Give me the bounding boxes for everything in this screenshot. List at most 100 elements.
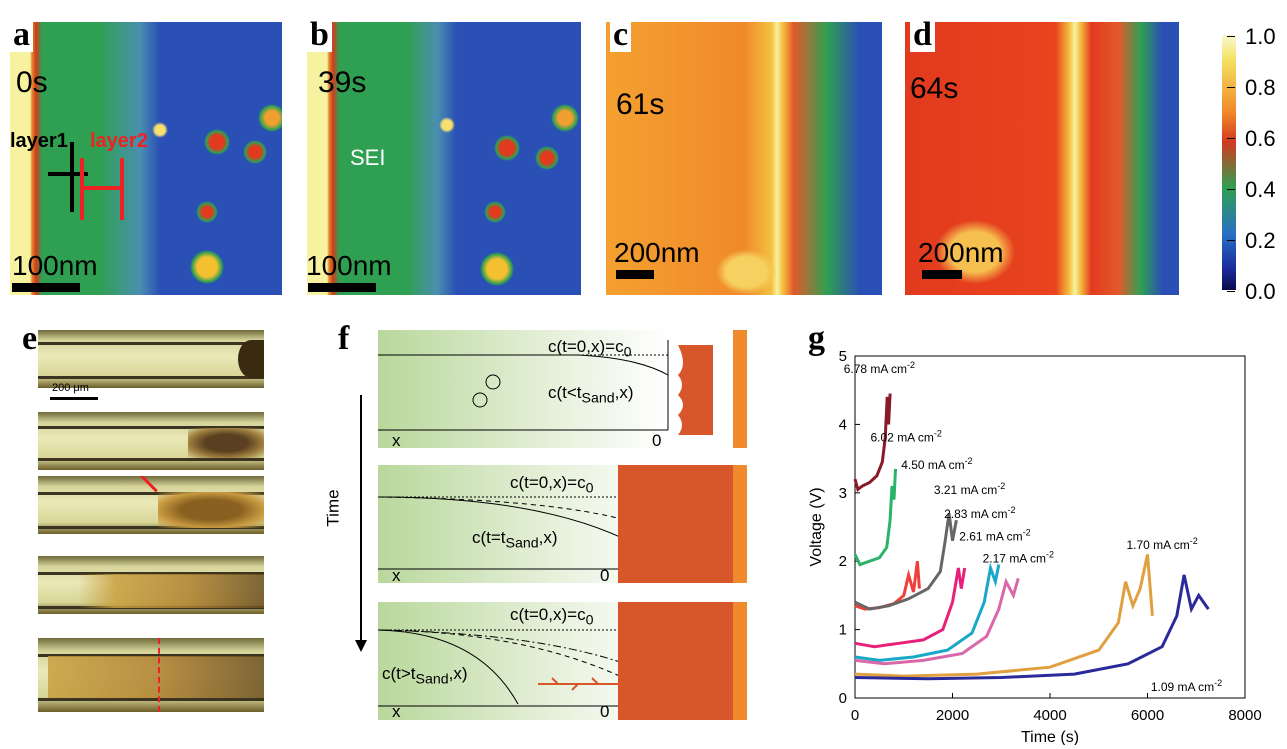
panel-c-scalebar [616, 270, 654, 279]
series-label-sup: -2 [1007, 505, 1015, 515]
micro-frame-5 [38, 638, 264, 712]
capillary-wall [38, 376, 264, 379]
series-label-5: 2.61 mA cm-2 [959, 528, 1030, 544]
lithium-deposit [78, 574, 264, 608]
dendrite-tip [538, 677, 618, 691]
panel-label-f: f [338, 320, 350, 357]
micro-frame-3 [38, 476, 264, 534]
colorbar-tick-0-8: 0.8 [1227, 75, 1276, 100]
y-tick-label: 1 [839, 622, 847, 639]
concentration-curve [378, 629, 519, 705]
series-label-sup: -2 [1046, 550, 1054, 560]
series-line-5 [854, 562, 1001, 662]
layer2-marker-vert-a [80, 158, 84, 220]
series-label-8: 1.09 mA cm-2 [1151, 678, 1222, 694]
capillary-wall [38, 572, 264, 575]
schematic-stage-3 [378, 602, 747, 720]
lithium-deposit [188, 428, 264, 458]
sei-label: SEI [350, 145, 386, 170]
f2-zero-label: 0 [600, 566, 610, 585]
panel-label-g: g [808, 320, 825, 357]
f3-x-label: x [392, 702, 401, 721]
micro-frame-1 [38, 330, 264, 388]
time-axis-label: Time [323, 489, 343, 527]
x-tick-label: 4000 [1033, 707, 1066, 724]
series-line-8 [854, 574, 1210, 681]
f1-c0-label: c(t=0,x)=c0 [548, 337, 632, 361]
y-tick-label: 0 [839, 690, 847, 707]
panel-c-map [606, 22, 882, 295]
colorbar-tick-0-4: 0.4 [1227, 177, 1276, 202]
series-label-sup: -2 [1190, 536, 1198, 546]
panel-label-c: c [610, 18, 632, 52]
cation-icon [485, 374, 501, 390]
colorbar-tick-0-2: 0.2 [1227, 228, 1276, 253]
y-axis-label: Voltage (V) [808, 487, 825, 566]
panel-d-time: 64s [910, 72, 959, 105]
series-line-2 [854, 561, 921, 611]
series-label-0: 6.78 mA cm-2 [844, 360, 915, 376]
y-tick-label: 4 [839, 416, 847, 433]
micro-frame-2 [38, 412, 264, 470]
series-line-3 [854, 513, 958, 611]
layer2-marker [82, 186, 122, 190]
f1-zero-label: 0 [652, 431, 662, 450]
panel-d-scalebar [922, 270, 962, 279]
panel-b-scalebar [308, 283, 376, 292]
panel-c-scale-label: 200nm [614, 237, 700, 268]
series-label-sup: -2 [907, 360, 915, 370]
micro-frame-4 [38, 556, 264, 614]
capillary-wall [38, 698, 264, 701]
panel-a-scalebar [12, 283, 80, 292]
panel-d-map [905, 22, 1179, 295]
f2-c0-label: c(t=0,x)=c0 [510, 473, 594, 497]
panel-d-scale-label: 200nm [918, 237, 1004, 268]
y-tick-label: 3 [839, 485, 847, 502]
panel-a-time: 0s [16, 66, 48, 99]
f3-c0-label: c(t=0,x)=c0 [510, 605, 594, 629]
series-label-7: 1.70 mA cm-2 [1126, 536, 1197, 552]
panel-b-time: 39s [318, 66, 367, 99]
layer2-marker-vert-b [120, 158, 124, 220]
x-tick-label: 6000 [1131, 707, 1164, 724]
series-label-sup: -2 [997, 481, 1005, 491]
y-tick-label: 2 [839, 553, 847, 570]
colorbar-tick-0-6: 0.6 [1227, 126, 1276, 151]
f2-curve-label: c(t=tSand,x) [472, 528, 558, 552]
series-label-sup: -2 [1214, 678, 1222, 688]
f1-curve-label: c(t<tSand,x) [548, 383, 634, 407]
electrolyte-region [378, 330, 668, 448]
panel-label-e: e [22, 320, 38, 357]
series-line-1 [853, 468, 897, 567]
panel-c-time: 61s [616, 88, 665, 121]
lithium-foil [733, 465, 747, 583]
series-line-0 [853, 393, 892, 492]
series-label-4: 2.83 mA cm-2 [944, 505, 1015, 521]
lithium-foil [733, 602, 747, 720]
series-line-7 [854, 554, 1154, 678]
series-label-3: 3.21 mA cm-2 [934, 481, 1005, 497]
series-line-6 [854, 577, 1020, 666]
panel-b-scale-label: 100nm [306, 250, 392, 281]
red-arrow-icon [140, 476, 158, 493]
series-label-6: 2.17 mA cm-2 [983, 550, 1054, 566]
layer2-label: layer2 [90, 130, 148, 152]
layer1-label: layer1 [10, 130, 68, 152]
x-tick-label: 8000 [1228, 707, 1261, 724]
capillary-wall [38, 458, 264, 461]
series-label-1: 6.02 mA cm-2 [871, 429, 942, 445]
lithium-dendrite-layer [678, 345, 713, 435]
panel-e-scale-label: 200 μm [52, 382, 89, 394]
colorbar-tick-0: 0.0 [1227, 279, 1276, 304]
panel-e-scalebar [50, 397, 98, 400]
series-label-sup: -2 [934, 429, 942, 439]
colorbar [1222, 35, 1236, 290]
f2-x-label: x [392, 566, 401, 585]
time-axis-arrow [360, 395, 362, 645]
time-axis-arrowhead-icon [355, 640, 367, 652]
previous-curve-dashed [378, 629, 669, 703]
x-tick-label: 0 [851, 707, 859, 724]
y-tick-label: 5 [839, 348, 847, 365]
x-tick-label: 2000 [936, 707, 969, 724]
lithium-deposit [48, 656, 264, 698]
